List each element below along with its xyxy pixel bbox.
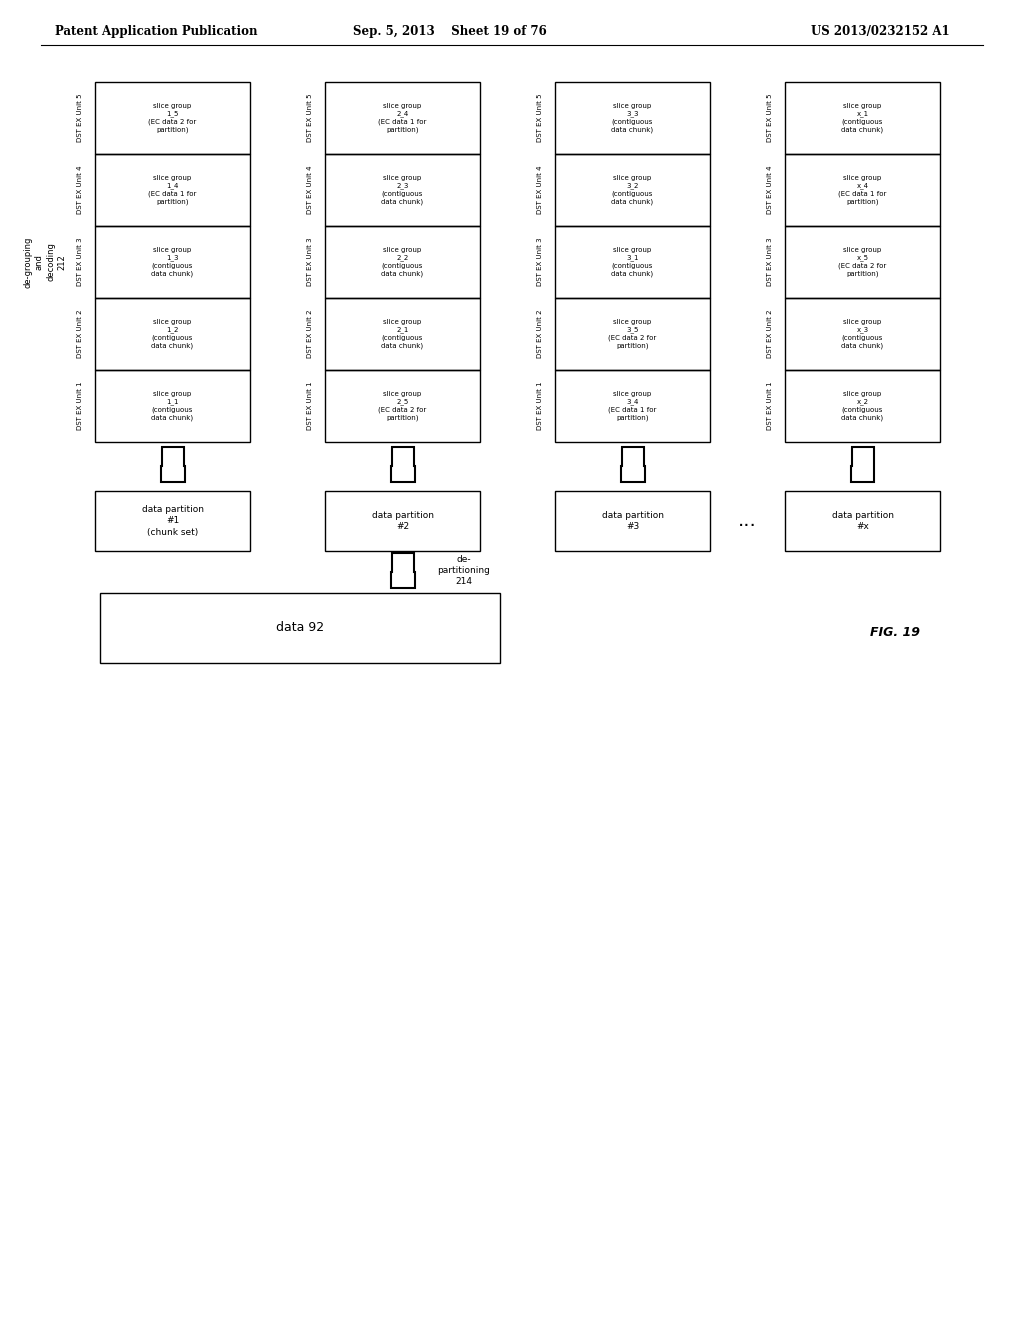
Text: DST EX Unit 2: DST EX Unit 2: [537, 310, 543, 358]
Bar: [325, 298, 480, 370]
Bar: [325, 154, 480, 226]
Bar: [325, 491, 480, 550]
Text: DST EX Unit 1: DST EX Unit 1: [537, 381, 543, 430]
Text: slice group
2_4
(EC data 1 for
partition): slice group 2_4 (EC data 1 for partition…: [378, 103, 427, 133]
Text: DST EX Unit 2: DST EX Unit 2: [307, 310, 313, 358]
Bar: [555, 154, 710, 226]
Text: Patent Application Publication: Patent Application Publication: [55, 25, 257, 38]
Bar: [555, 298, 710, 370]
Text: DST EX Unit 4: DST EX Unit 4: [77, 166, 83, 214]
Bar: [785, 370, 940, 442]
Text: slice group
1_2
(contiguous
data chunk): slice group 1_2 (contiguous data chunk): [152, 319, 194, 348]
Bar: [95, 226, 250, 298]
Text: slice group
3_1
(contiguous
data chunk): slice group 3_1 (contiguous data chunk): [611, 247, 653, 277]
Text: slice group
3_4
(EC data 1 for
partition): slice group 3_4 (EC data 1 for partition…: [608, 391, 656, 421]
Bar: [95, 298, 250, 370]
Bar: [785, 226, 940, 298]
Text: slice group
1_1
(contiguous
data chunk): slice group 1_1 (contiguous data chunk): [152, 391, 194, 421]
Text: data partition
#2: data partition #2: [372, 511, 433, 531]
Text: slice group
x_1
(contiguous
data chunk): slice group x_1 (contiguous data chunk): [842, 103, 884, 133]
Text: DST EX Unit 1: DST EX Unit 1: [77, 381, 83, 430]
Text: de-grouping
and
decoding
212: de-grouping and decoding 212: [24, 236, 67, 288]
Text: DST EX Unit 5: DST EX Unit 5: [307, 94, 313, 143]
Text: de-
partitioning
214: de- partitioning 214: [437, 554, 490, 586]
Text: DST EX Unit 3: DST EX Unit 3: [537, 238, 543, 286]
Text: slice group
1_3
(contiguous
data chunk): slice group 1_3 (contiguous data chunk): [152, 247, 194, 277]
Bar: [325, 82, 480, 154]
Bar: [555, 82, 710, 154]
Text: slice group
x_3
(contiguous
data chunk): slice group x_3 (contiguous data chunk): [842, 319, 884, 348]
Bar: [100, 593, 500, 663]
Text: slice group
3_3
(contiguous
data chunk): slice group 3_3 (contiguous data chunk): [611, 103, 653, 133]
Text: DST EX Unit 3: DST EX Unit 3: [307, 238, 313, 286]
Text: data partition
#1
(chunk set): data partition #1 (chunk set): [141, 506, 204, 537]
Text: slice group
2_5
(EC data 2 for
partition): slice group 2_5 (EC data 2 for partition…: [379, 391, 427, 421]
Text: DST EX Unit 4: DST EX Unit 4: [767, 166, 773, 214]
Bar: [785, 298, 940, 370]
Text: data partition
#3: data partition #3: [601, 511, 664, 531]
Text: slice group
x_5
(EC data 2 for
partition): slice group x_5 (EC data 2 for partition…: [839, 247, 887, 277]
Text: slice group
x_2
(contiguous
data chunk): slice group x_2 (contiguous data chunk): [842, 391, 884, 421]
Text: DST EX Unit 3: DST EX Unit 3: [767, 238, 773, 286]
Text: DST EX Unit 4: DST EX Unit 4: [307, 166, 313, 214]
Bar: [785, 82, 940, 154]
Text: DST EX Unit 5: DST EX Unit 5: [77, 94, 83, 143]
Text: Sep. 5, 2013    Sheet 19 of 76: Sep. 5, 2013 Sheet 19 of 76: [353, 25, 547, 38]
Text: slice group
1_4
(EC data 1 for
partition): slice group 1_4 (EC data 1 for partition…: [148, 174, 197, 205]
Text: ...: ...: [738, 511, 757, 531]
Bar: [95, 491, 250, 550]
Bar: [325, 226, 480, 298]
Text: data 92: data 92: [275, 622, 324, 635]
Text: DST EX Unit 2: DST EX Unit 2: [77, 310, 83, 358]
Bar: [95, 82, 250, 154]
Text: DST EX Unit 2: DST EX Unit 2: [767, 310, 773, 358]
Text: DST EX Unit 3: DST EX Unit 3: [77, 238, 83, 286]
Bar: [555, 370, 710, 442]
Bar: [325, 370, 480, 442]
Text: DST EX Unit 1: DST EX Unit 1: [767, 381, 773, 430]
Bar: [95, 370, 250, 442]
Bar: [555, 491, 710, 550]
Text: slice group
3_5
(EC data 2 for
partition): slice group 3_5 (EC data 2 for partition…: [608, 319, 656, 348]
Bar: [95, 154, 250, 226]
Text: slice group
3_2
(contiguous
data chunk): slice group 3_2 (contiguous data chunk): [611, 174, 653, 205]
Text: DST EX Unit 1: DST EX Unit 1: [307, 381, 313, 430]
Text: DST EX Unit 5: DST EX Unit 5: [767, 94, 773, 143]
Bar: [555, 226, 710, 298]
Text: slice group
2_1
(contiguous
data chunk): slice group 2_1 (contiguous data chunk): [381, 319, 424, 348]
Text: DST EX Unit 4: DST EX Unit 4: [537, 166, 543, 214]
Text: DST EX Unit 5: DST EX Unit 5: [537, 94, 543, 143]
Text: slice group
x_4
(EC data 1 for
partition): slice group x_4 (EC data 1 for partition…: [839, 174, 887, 205]
Text: slice group
2_2
(contiguous
data chunk): slice group 2_2 (contiguous data chunk): [381, 247, 424, 277]
Bar: [785, 154, 940, 226]
Text: US 2013/0232152 A1: US 2013/0232152 A1: [811, 25, 949, 38]
Text: slice group
2_3
(contiguous
data chunk): slice group 2_3 (contiguous data chunk): [381, 174, 424, 205]
Bar: [785, 491, 940, 550]
Text: FIG. 19: FIG. 19: [870, 627, 920, 639]
Text: data partition
#x: data partition #x: [831, 511, 894, 531]
Text: slice group
1_5
(EC data 2 for
partition): slice group 1_5 (EC data 2 for partition…: [148, 103, 197, 133]
